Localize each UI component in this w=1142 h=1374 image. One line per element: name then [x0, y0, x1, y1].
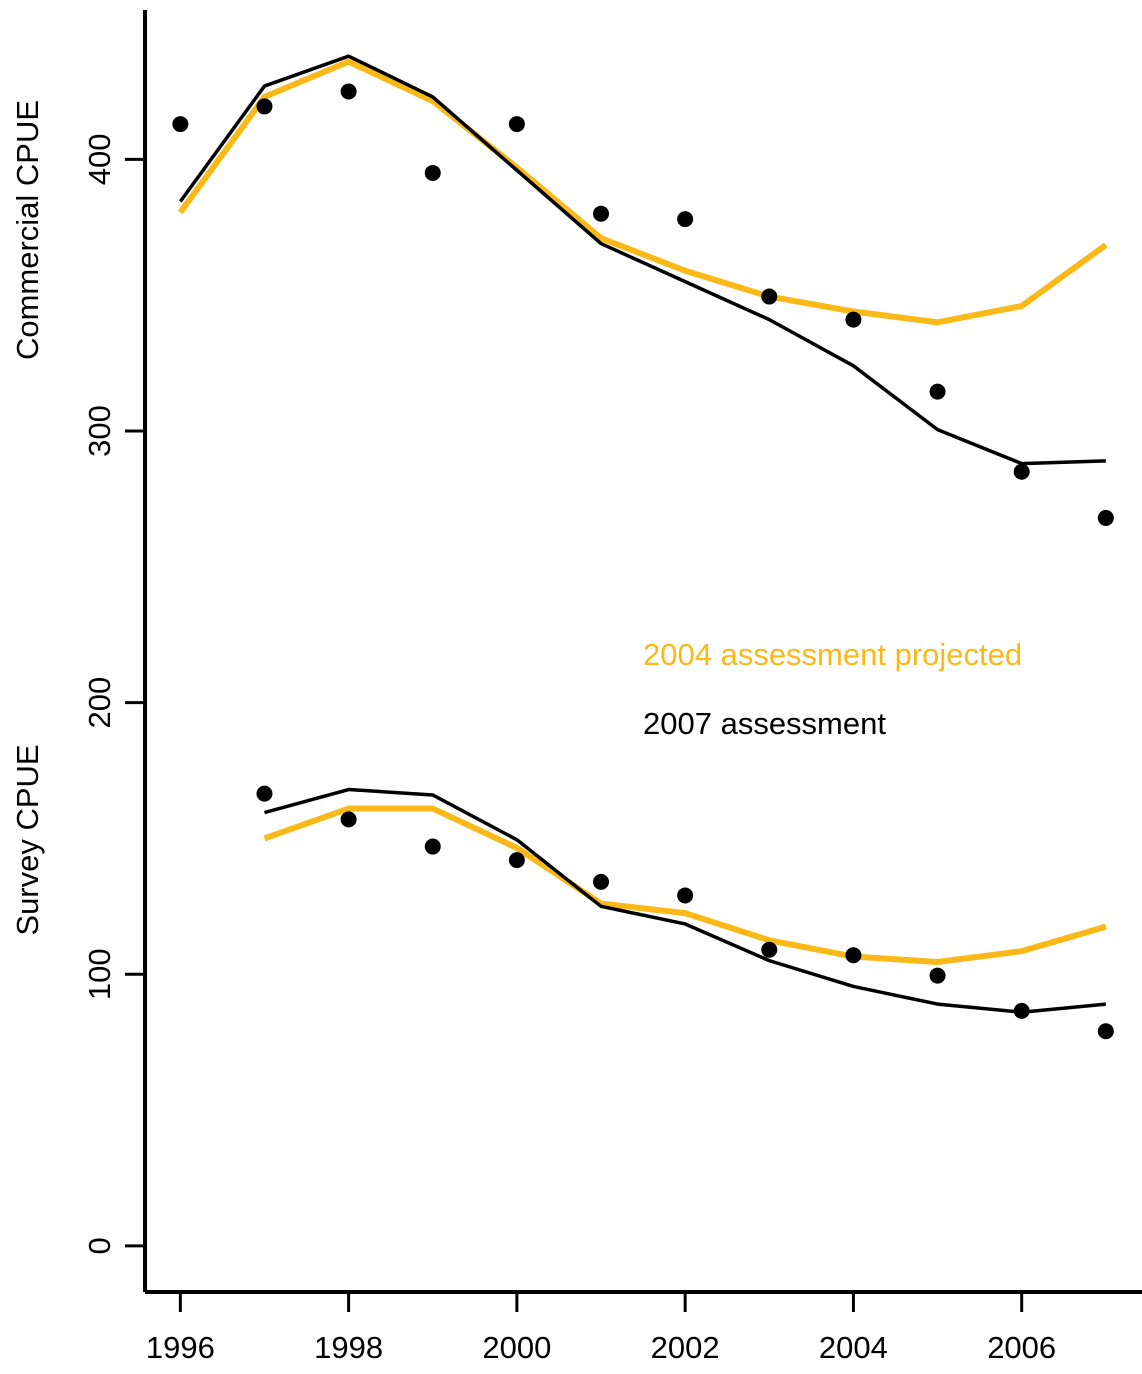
- legend-entry: 2007 assessment: [643, 706, 886, 741]
- x-tick-label: 2002: [651, 1330, 720, 1365]
- point: [508, 852, 525, 869]
- point: [677, 211, 694, 228]
- x-tick-label: 2004: [819, 1330, 888, 1365]
- y-tick-label: 100: [82, 948, 117, 1000]
- line: [264, 787, 1106, 1014]
- point: [508, 116, 525, 133]
- point: [1013, 1002, 1030, 1019]
- point: [424, 838, 441, 855]
- point: [340, 83, 357, 100]
- legend-entry: 2004 assessment projected: [643, 637, 1022, 672]
- y-axis-label: Commercial CPUE: [10, 100, 45, 360]
- point: [172, 116, 189, 133]
- line: [263, 805, 1107, 965]
- line: [177, 58, 1108, 326]
- point: [761, 941, 778, 958]
- x-tick-label: 1996: [146, 1330, 215, 1365]
- y-tick-label: 400: [82, 134, 117, 186]
- x-tick-label: 2006: [987, 1330, 1056, 1365]
- point: [845, 311, 862, 328]
- point: [424, 164, 441, 181]
- line: [178, 54, 1106, 466]
- point: [1013, 463, 1030, 480]
- y-tick-label: 300: [82, 405, 117, 457]
- point: [677, 887, 694, 904]
- point: [340, 811, 357, 828]
- x-tick-label: 1998: [314, 1330, 383, 1365]
- point: [1097, 1023, 1114, 1040]
- x-tick-label: 2000: [482, 1330, 551, 1365]
- point: [256, 98, 273, 115]
- point: [929, 383, 946, 400]
- y-tick-label: 0: [82, 1237, 117, 1254]
- point: [761, 288, 778, 305]
- y-tick-label: 200: [82, 677, 117, 729]
- point: [929, 967, 946, 984]
- point: [845, 947, 862, 964]
- point: [593, 205, 610, 222]
- point: [1097, 509, 1114, 526]
- y-axis-label: Survey CPUE: [10, 744, 45, 935]
- point: [256, 785, 273, 802]
- point: [593, 873, 610, 890]
